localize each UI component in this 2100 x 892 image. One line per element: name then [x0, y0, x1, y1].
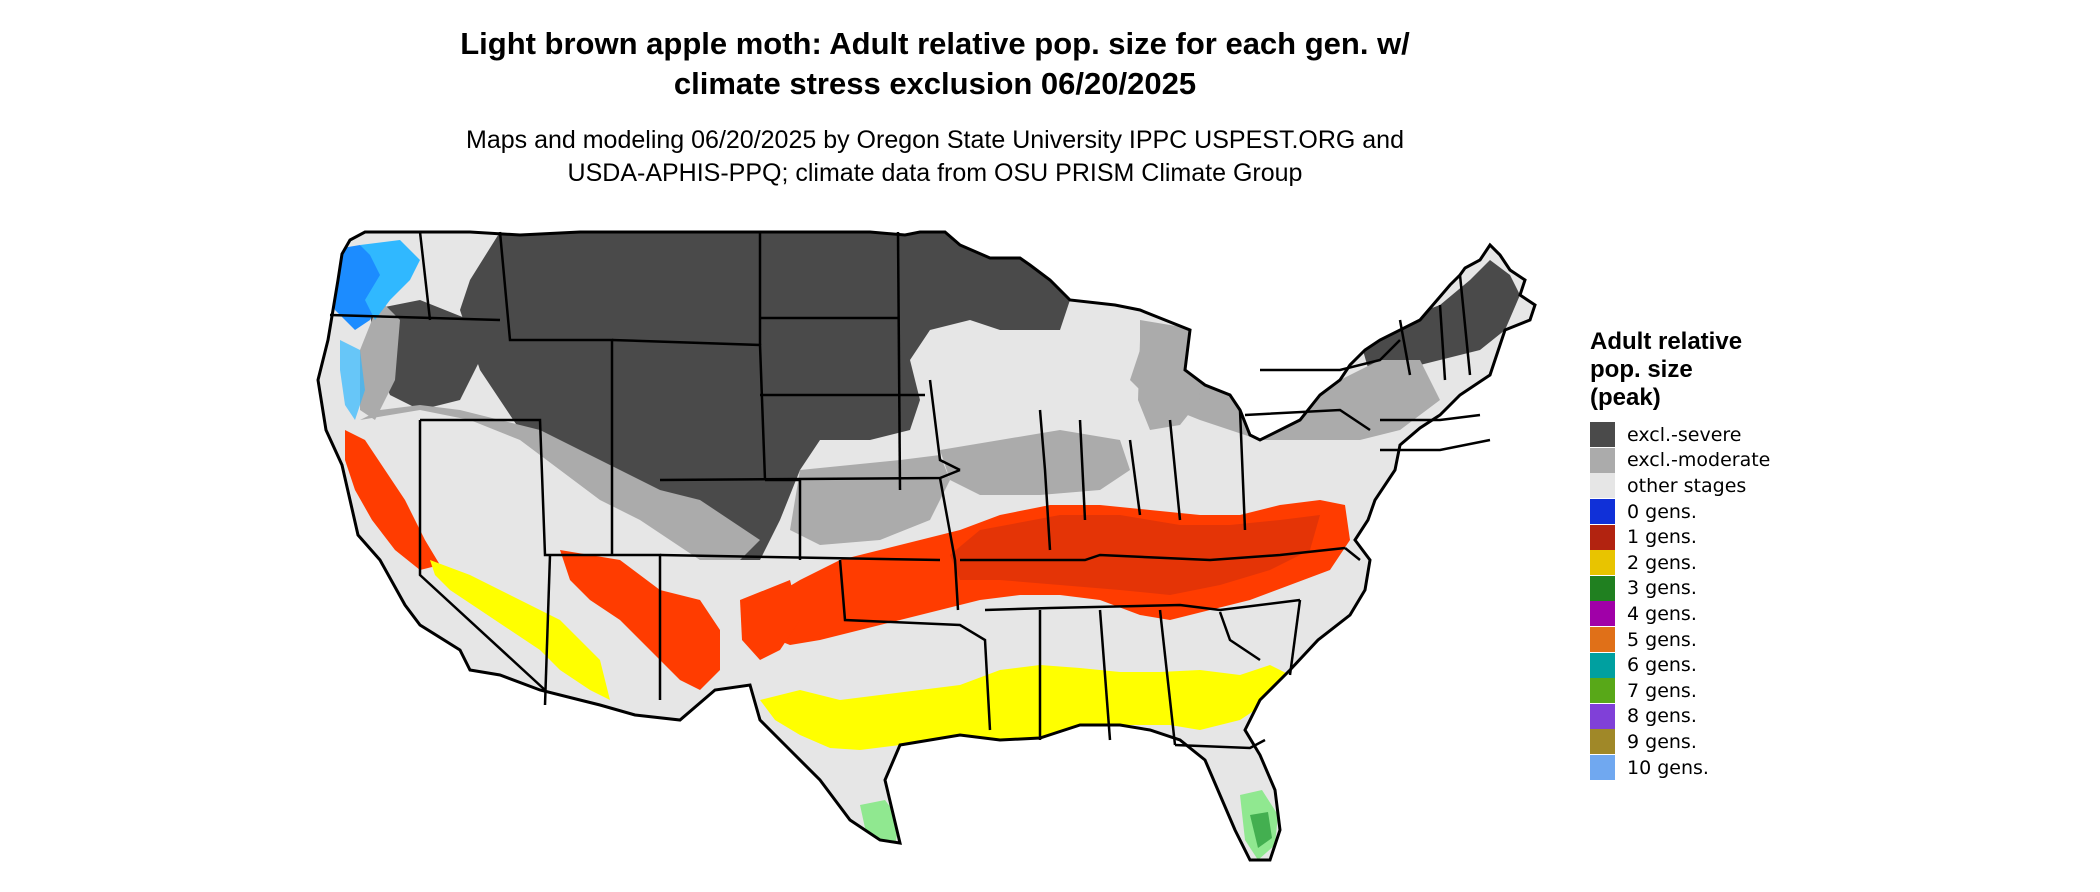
legend-item: 2 gens. — [1590, 550, 1770, 576]
map-subtitle-line-1: Maps and modeling 06/20/2025 by Oregon S… — [466, 126, 1404, 154]
map-excl-moderate-cascades — [360, 300, 400, 420]
us-map — [316, 230, 1537, 862]
legend-label: 5 gens. — [1627, 628, 1697, 651]
legend-item: excl.-severe — [1590, 422, 1770, 448]
legend-item: 8 gens. — [1590, 703, 1770, 730]
state-borders — [329, 231, 1491, 750]
legend-label: excl.-moderate — [1627, 449, 1771, 472]
legend-label: 7 gens. — [1627, 679, 1697, 702]
map-two-gen-gulf-band — [760, 665, 1290, 750]
map-excl-moderate-michigan — [1138, 330, 1200, 430]
legend-label: 2 gens. — [1627, 551, 1697, 574]
legend-swatch — [1590, 473, 1615, 499]
legend-label: 1 gens. — [1627, 526, 1697, 549]
legend-swatch — [1590, 627, 1615, 653]
map-two-gen-arizona — [430, 560, 610, 700]
legend-item: excl.-moderate — [1590, 447, 1771, 474]
legend-item: other stages — [1590, 473, 1770, 499]
map-title-line-1: Light brown apple moth: Adult relative p… — [460, 26, 1410, 61]
map-zero-gen-light-coast — [340, 340, 365, 420]
legend-label: 9 gens. — [1627, 730, 1697, 753]
legend-item: 4 gens. — [1590, 601, 1770, 627]
map-subtitle-line-2: USDA-APHIS-PPQ; climate data from OSU PR… — [567, 159, 1303, 187]
legend-label: excl.-severe — [1627, 423, 1742, 446]
map-one-gen-southwest — [560, 550, 720, 690]
legend-title: Adult relative pop. size (peak) — [1590, 328, 1770, 412]
legend-swatch — [1590, 447, 1615, 473]
legend-swatch — [1590, 729, 1615, 755]
legend-item: 10 gens. — [1590, 755, 1770, 781]
map-title: Light brown apple moth: Adult relative p… — [0, 24, 1870, 104]
map-one-gen-texas-panhandle — [740, 580, 800, 660]
legend-title-line-1: Adult relative — [1590, 328, 1743, 355]
legend-label: 8 gens. — [1627, 705, 1697, 728]
map-one-gen-california — [345, 430, 440, 570]
legend-swatch — [1590, 575, 1615, 601]
map-subtitle: Maps and modeling 06/20/2025 by Oregon S… — [0, 124, 1870, 190]
legend-item: 7 gens. — [1590, 678, 1770, 704]
legend-swatch — [1590, 703, 1615, 729]
legend-label: 4 gens. — [1627, 602, 1697, 625]
legend-item: 9 gens. — [1590, 729, 1770, 755]
legend-swatch — [1590, 499, 1615, 525]
legend-title-line-2: pop. size — [1590, 356, 1693, 383]
map-title-line-2: climate stress exclusion 06/20/2025 — [673, 66, 1197, 101]
map-legend: Adult relative pop. size (peak) excl.-se… — [1590, 328, 1771, 781]
legend-label: 0 gens. — [1627, 500, 1697, 523]
legend-item: 3 gens. — [1590, 575, 1770, 602]
legend-title-line-3: (peak) — [1590, 384, 1661, 411]
legend-label: other stages — [1627, 474, 1747, 497]
legend-label: 6 gens. — [1627, 654, 1697, 677]
legend-swatch — [1590, 601, 1615, 627]
legend-item: 6 gens. — [1590, 652, 1770, 678]
legend-item: 0 gens. — [1590, 499, 1770, 525]
map-one-gen-dark-core — [950, 515, 1320, 595]
legend-swatch — [1590, 755, 1615, 781]
legend-swatch — [1590, 678, 1615, 704]
map-zero-gen-light-pnw — [360, 240, 420, 320]
legend-swatch — [1590, 422, 1615, 448]
legend-swatch — [1590, 550, 1615, 576]
legend-swatch — [1590, 524, 1615, 550]
map-excl-moderate-west — [360, 405, 760, 560]
map-three-gen-dark-florida — [1250, 812, 1272, 848]
legend-swatch — [1590, 652, 1615, 678]
legend-items: excl.-severe excl.-moderate other stages 0 … — [1590, 422, 1771, 781]
legend-label: 10 gens. — [1627, 756, 1709, 779]
legend-item: 1 gens. — [1590, 524, 1770, 550]
legend-label: 3 gens. — [1627, 577, 1697, 600]
legend-item: 5 gens. — [1590, 627, 1770, 653]
